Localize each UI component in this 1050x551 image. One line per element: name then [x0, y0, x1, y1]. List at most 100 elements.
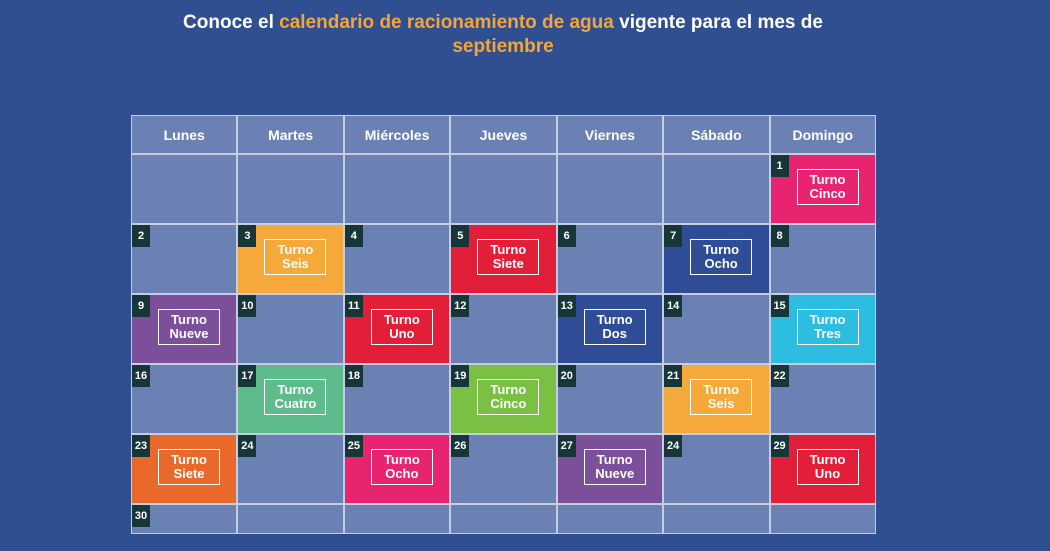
- day-header: Lunes: [132, 116, 237, 153]
- day-cell: 10: [238, 295, 343, 363]
- day-cell: 4: [344, 225, 450, 293]
- day-number: 30: [132, 505, 150, 527]
- turno-text: Turno: [490, 242, 527, 257]
- day-cell: 16: [132, 365, 237, 433]
- day-header: Miércoles: [344, 116, 450, 153]
- day-cell: 23 Turno Siete: [132, 435, 237, 503]
- day-cell: [770, 505, 875, 533]
- day-cell: [132, 155, 237, 223]
- day-cell: 27 Turno Nueve: [557, 435, 663, 503]
- turno-text: Cuatro: [274, 396, 317, 411]
- turno-box: Turno Cinco: [796, 169, 859, 205]
- day-number: 17: [238, 365, 257, 387]
- day-number: 10: [238, 295, 257, 317]
- turno-text: Turno: [703, 382, 740, 397]
- day-cell: 29 Turno Uno: [770, 435, 875, 503]
- day-cell: 17 Turno Cuatro: [238, 365, 343, 433]
- day-number: 1: [770, 155, 789, 177]
- day-cell: [451, 505, 556, 533]
- day-cell: 18: [344, 365, 450, 433]
- title-highlight: septiembre: [452, 36, 554, 57]
- turno-text: Turno: [809, 172, 846, 187]
- turno-text: Turno: [596, 452, 633, 467]
- day-cell: 25 Turno Ocho: [344, 435, 450, 503]
- day-cell: 8: [770, 225, 875, 293]
- turno-box: Turno Siete: [158, 449, 220, 485]
- turno-box: Turno Nueve: [583, 449, 646, 485]
- turno-box: Turno Seis: [264, 239, 327, 275]
- day-number: 24: [664, 435, 683, 457]
- day-cell: [344, 155, 450, 223]
- day-cell: 11 Turno Uno: [344, 295, 450, 363]
- turno-box: Turno Dos: [583, 309, 646, 345]
- turno-text: Siete: [492, 256, 524, 271]
- day-number: 4: [344, 225, 363, 247]
- day-cell: [664, 505, 769, 533]
- turno-box: Turno Siete: [477, 239, 540, 275]
- day-cell: 24: [238, 435, 343, 503]
- turno-box: Turno Uno: [796, 449, 859, 485]
- day-cell: 22: [770, 365, 875, 433]
- turno-text: Nueve: [595, 466, 635, 481]
- calendar: Lunes Martes Miércoles Jueves Viernes Sábado D…: [131, 115, 876, 534]
- day-number: 26: [451, 435, 470, 457]
- day-number: 15: [770, 295, 789, 317]
- day-header: Martes: [238, 116, 343, 153]
- day-header: Sábado: [664, 116, 769, 153]
- turno-box: Turno Ocho: [370, 449, 433, 485]
- day-cell: 12: [451, 295, 556, 363]
- day-cell: 21 Turno Seis: [664, 365, 769, 433]
- day-number: 14: [664, 295, 683, 317]
- title-text: Conoce el: [183, 12, 280, 33]
- day-cell: 6: [557, 225, 663, 293]
- day-cell: 13 Turno Dos: [557, 295, 663, 363]
- turno-text: Ocho: [385, 466, 419, 481]
- day-cell: [451, 155, 556, 223]
- day-number: 5: [451, 225, 470, 247]
- day-number: 25: [344, 435, 363, 457]
- turno-text: Turno: [171, 452, 207, 467]
- title-text: vigente para el mes de: [613, 12, 823, 33]
- day-cell: [557, 505, 663, 533]
- day-cell: 19 Turno Cinco: [451, 365, 556, 433]
- day-cell: 15 Turno Tres: [770, 295, 875, 363]
- title: Conoce el calendario de racionamiento de…: [150, 11, 856, 59]
- day-number: 13: [557, 295, 576, 317]
- day-number: 8: [770, 225, 789, 247]
- turno-text: Ocho: [704, 256, 738, 271]
- day-number: 27: [557, 435, 576, 457]
- day-number: 7: [664, 225, 683, 247]
- turno-box: Turno Cuatro: [264, 379, 327, 415]
- day-header: Viernes: [557, 116, 663, 153]
- turno-text: Turno: [809, 312, 846, 327]
- day-number: 21: [664, 365, 683, 387]
- turno-text: Siete: [173, 466, 205, 481]
- turno-box: Turno Ocho: [690, 239, 753, 275]
- day-number: 18: [344, 365, 363, 387]
- day-number: 24: [238, 435, 257, 457]
- turno-box: Turno Uno: [370, 309, 433, 345]
- turno-text: Tres: [814, 326, 841, 341]
- day-cell: [238, 155, 343, 223]
- day-cell: [238, 505, 343, 533]
- day-number: 11: [344, 295, 363, 317]
- turno-text: Uno: [389, 326, 415, 341]
- turno-text: Nueve: [169, 326, 209, 341]
- day-cell: [557, 155, 663, 223]
- turno-text: Turno: [171, 312, 207, 327]
- day-header: Domingo: [770, 116, 875, 153]
- day-number: 9: [132, 295, 150, 317]
- turno-box: Turno Seis: [690, 379, 753, 415]
- turno-text: Turno: [490, 382, 527, 397]
- turno-text: Seis: [707, 396, 735, 411]
- turno-text: Uno: [814, 466, 841, 481]
- day-cell: 26: [451, 435, 556, 503]
- day-cell: 14: [664, 295, 769, 363]
- day-cell: [344, 505, 450, 533]
- turno-text: Turno: [277, 242, 314, 257]
- turno-text: Turno: [596, 312, 633, 327]
- turno-text: Turno: [383, 452, 420, 467]
- turno-text: Seis: [282, 256, 309, 271]
- day-cell: 24: [664, 435, 769, 503]
